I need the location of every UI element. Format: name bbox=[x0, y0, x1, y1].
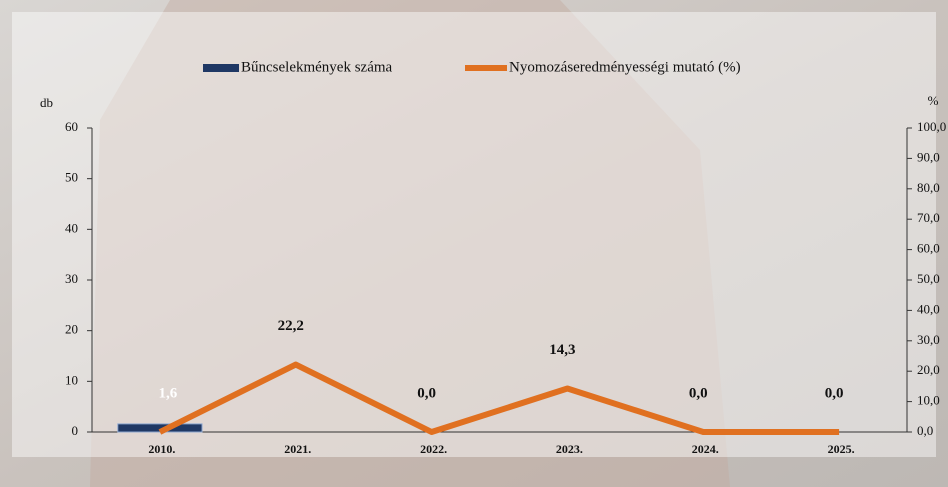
y2-tick-label: 20,0 bbox=[917, 362, 940, 377]
y-tick-label: 30 bbox=[65, 271, 78, 286]
y2-tick-label: 50,0 bbox=[917, 271, 940, 286]
y2-tick-label: 80,0 bbox=[917, 180, 940, 195]
y2-tick-label: 40,0 bbox=[917, 301, 940, 316]
y-axis-label: db bbox=[40, 95, 53, 110]
legend-label: Bűncselekmények száma bbox=[241, 59, 393, 75]
line-value-label: 14,3 bbox=[549, 342, 575, 358]
building bbox=[90, 0, 730, 487]
y-tick-label: 40 bbox=[65, 220, 78, 235]
y2-tick-label: 60,0 bbox=[917, 241, 940, 256]
y2-tick-label: 0,0 bbox=[917, 423, 933, 438]
legend-swatch bbox=[203, 64, 239, 72]
x-tick-label: 2023. bbox=[556, 442, 583, 456]
y-tick-label: 0 bbox=[72, 423, 79, 438]
y2-axis-label: % bbox=[928, 93, 939, 108]
line-value-label: 0,0 bbox=[689, 385, 708, 401]
line-value-label: 0,0 bbox=[825, 385, 844, 401]
x-tick-label: 2024. bbox=[692, 442, 719, 456]
y2-tick-label: 30,0 bbox=[917, 332, 940, 347]
x-tick-label: 2025. bbox=[828, 442, 855, 456]
y-tick-label: 10 bbox=[65, 372, 78, 387]
y-tick-label: 60 bbox=[65, 119, 78, 134]
y2-tick-label: 10,0 bbox=[917, 393, 940, 408]
line-value-label: 0,0 bbox=[417, 385, 436, 401]
line-value-label: 22,2 bbox=[278, 318, 304, 334]
legend-label: Nyomozáseredményességi mutató (%) bbox=[509, 59, 741, 75]
plot-panel bbox=[12, 12, 936, 457]
line bbox=[158, 361, 840, 435]
x-tick-label: 2021. bbox=[284, 442, 311, 456]
y2-tick-label: 70,0 bbox=[917, 210, 940, 225]
bar-value-label: 1,6 bbox=[159, 385, 178, 401]
y2-tick-label: 100,0 bbox=[917, 119, 946, 134]
x-tick-label: 2022. bbox=[420, 442, 447, 456]
y-tick-label: 20 bbox=[65, 322, 78, 337]
y2-tick-label: 90,0 bbox=[917, 149, 940, 164]
y-tick-label: 50 bbox=[65, 170, 78, 185]
x-tick-label: 2010. bbox=[148, 442, 175, 456]
